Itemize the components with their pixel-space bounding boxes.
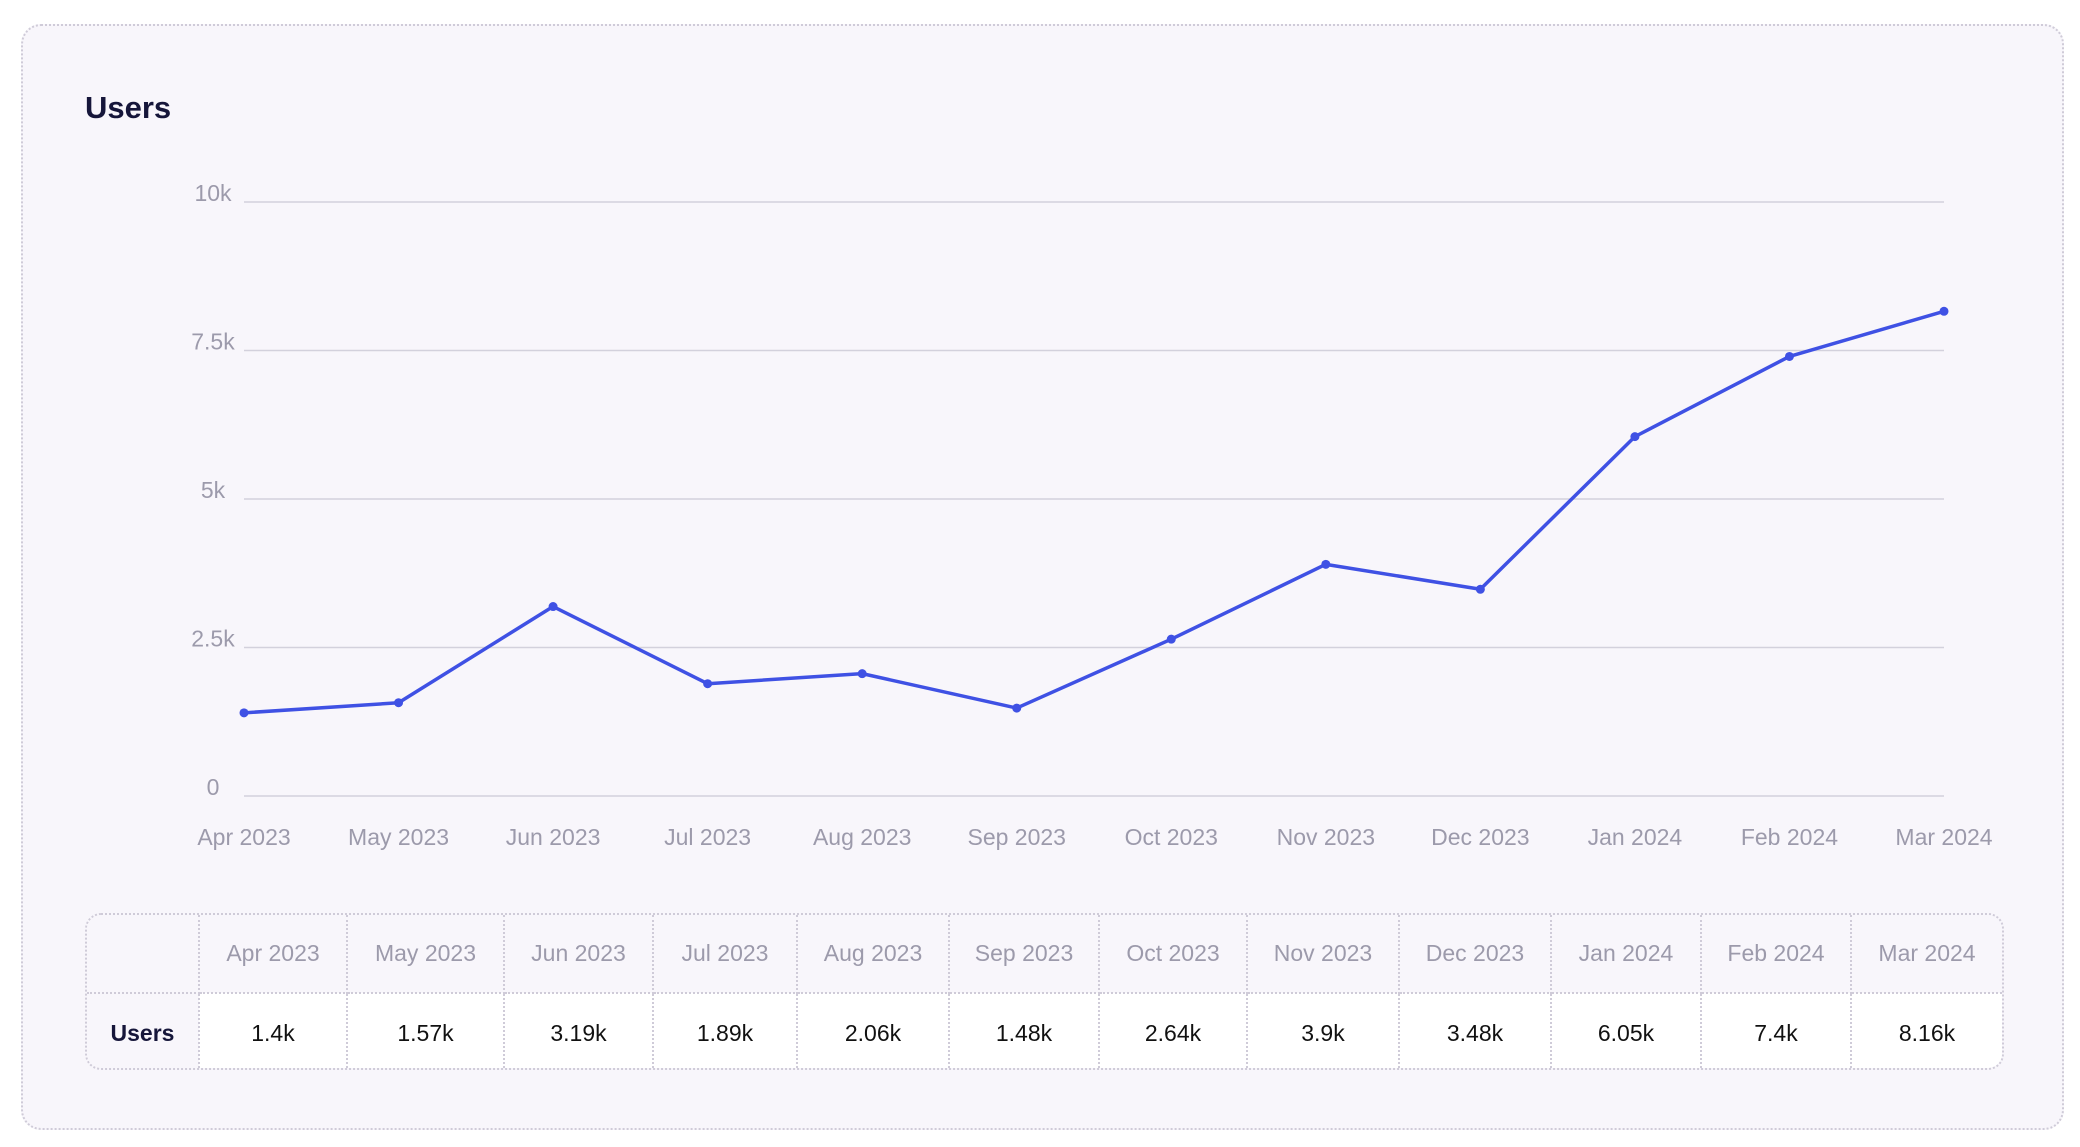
y-tick-label: 7.5k (191, 329, 235, 355)
table-column-header: Oct 2023 (1099, 915, 1248, 994)
table-cell: 1.4k (199, 993, 348, 1068)
table-row: Users 1.4k 1.57k 3.19k 1.89k 2.06k 1.48k 2.64k… (87, 993, 2002, 1068)
table-column-header: Mar 2024 (1851, 915, 2002, 994)
data-point[interactable] (857, 669, 867, 679)
table-column-header: Aug 2023 (797, 915, 950, 994)
x-tick-label: Sep 2023 (967, 824, 1065, 850)
table-cell: 8.16k (1851, 993, 2002, 1068)
users-chart-card: Users 0 2.5k 5k 7.5k 10k Apr 2023 May 2023 Jun… (21, 24, 2064, 1130)
table-column-header: Dec 2023 (1399, 915, 1552, 994)
x-tick-label: Apr 2023 (197, 824, 290, 850)
data-point[interactable] (703, 679, 713, 689)
y-tick-label: 2.5k (191, 626, 235, 652)
series-line (243, 309, 1945, 715)
users-line-chart: 0 2.5k 5k 7.5k 10k Apr 2023 May 2023 Jun 2023 J… (191, 180, 1993, 850)
data-point[interactable] (1321, 559, 1331, 569)
x-tick-label: Dec 2023 (1431, 824, 1529, 850)
y-tick-label: 10k (194, 180, 232, 206)
table-column-header: Sep 2023 (949, 915, 1100, 994)
series-users (239, 306, 1949, 718)
x-tick-label: Jul 2023 (664, 824, 751, 850)
data-point[interactable] (548, 602, 558, 612)
x-tick-label: Feb 2024 (1741, 824, 1838, 850)
table-cell: 2.06k (797, 993, 950, 1068)
grid-layer (244, 201, 1944, 797)
table-cell: 2.64k (1099, 993, 1248, 1068)
data-point[interactable] (394, 698, 404, 708)
x-tick-label: Oct 2023 (1125, 824, 1218, 850)
chart-title: Users (85, 90, 172, 125)
table-header-row: Apr 2023 May 2023 Jun 2023 Jul 2023 Aug 2023… (87, 915, 2002, 994)
x-tick-label: Aug 2023 (813, 824, 911, 850)
data-point[interactable] (1784, 351, 1794, 361)
x-axis: Apr 2023 May 2023 Jun 2023 Jul 2023 Aug 2023… (197, 824, 1992, 850)
data-point[interactable] (1012, 703, 1022, 713)
table-corner-cell (87, 915, 200, 994)
x-tick-label: Mar 2024 (1895, 824, 1992, 850)
data-table: Apr 2023 May 2023 Jun 2023 Jul 2023 Aug 2023… (85, 913, 2004, 1070)
y-tick-label: 5k (201, 477, 226, 503)
data-point[interactable] (239, 708, 249, 718)
data-point[interactable] (1475, 584, 1485, 594)
table-cell: 1.48k (949, 993, 1100, 1068)
data-point[interactable] (1630, 432, 1640, 442)
y-tick-label: 0 (207, 774, 220, 800)
table-column-header: Feb 2024 (1701, 915, 1852, 994)
x-tick-label: Jan 2024 (1588, 824, 1683, 850)
x-tick-label: Nov 2023 (1277, 824, 1375, 850)
table-cell: 1.57k (347, 993, 505, 1068)
table-cell: 7.4k (1701, 993, 1852, 1068)
table-row-label: Users (87, 993, 200, 1068)
y-axis: 0 2.5k 5k 7.5k 10k (191, 180, 235, 800)
table-column-header: Nov 2023 (1247, 915, 1400, 994)
table-cell: 3.19k (504, 993, 654, 1068)
table-column-header: May 2023 (347, 915, 505, 994)
table-cell: 3.9k (1247, 993, 1400, 1068)
table-cell: 1.89k (653, 993, 798, 1068)
x-tick-label: May 2023 (348, 824, 449, 850)
table-cell: 6.05k (1551, 993, 1702, 1068)
x-tick-label: Jun 2023 (506, 824, 601, 850)
data-point[interactable] (1939, 306, 1949, 316)
data-point[interactable] (1166, 634, 1176, 644)
table-column-header: Apr 2023 (199, 915, 348, 994)
table-column-header: Jun 2023 (504, 915, 654, 994)
table-column-header: Jan 2024 (1551, 915, 1702, 994)
table-column-header: Jul 2023 (653, 915, 798, 994)
table-cell: 3.48k (1399, 993, 1552, 1068)
